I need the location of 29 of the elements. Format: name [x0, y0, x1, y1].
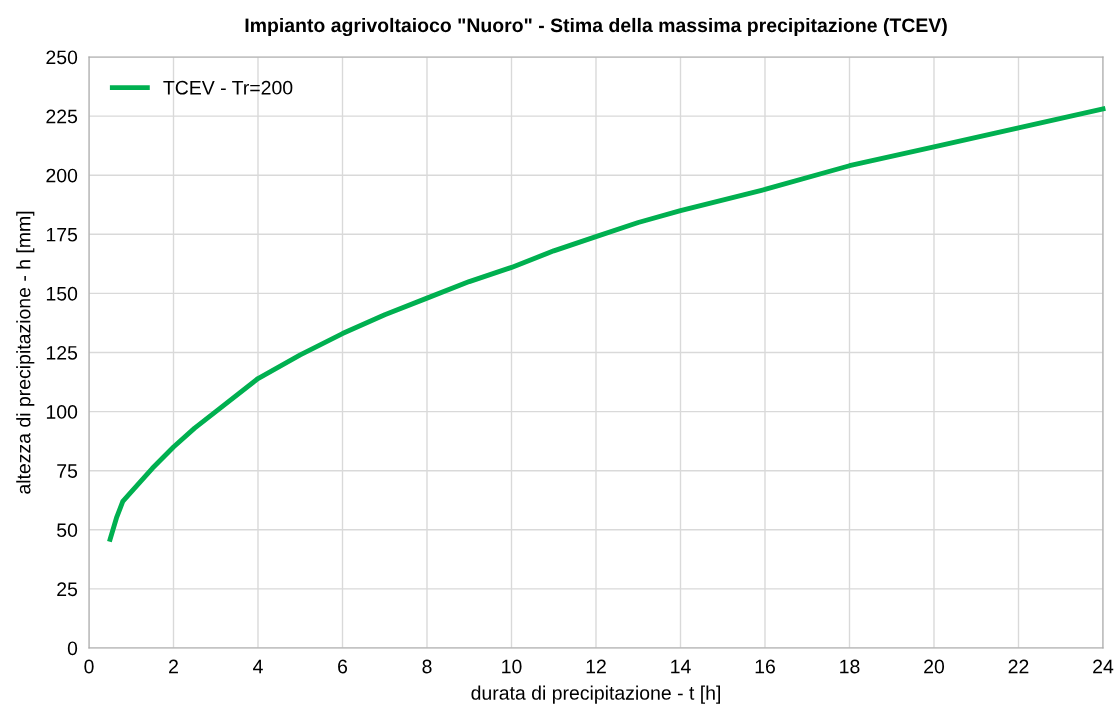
- x-tick-label: 0: [84, 659, 94, 674]
- y-tick-label: 25: [57, 582, 78, 597]
- x-tick-label: 18: [840, 659, 860, 674]
- y-axis-title: altezza di precipitazione - h [mm]: [16, 211, 35, 494]
- legend-label: TCEV - Tr=200: [163, 80, 293, 95]
- x-tick-label: 16: [755, 659, 775, 674]
- y-tick-label: 100: [46, 405, 78, 419]
- x-tick-label: 4: [253, 659, 263, 674]
- x-tick-label: 10: [502, 659, 522, 674]
- y-tick-label: 50: [57, 523, 78, 538]
- y-tick-label: 125: [46, 345, 78, 360]
- x-tick-label: 6: [338, 659, 348, 674]
- x-tick-label: 8: [422, 659, 432, 674]
- x-tick-label: 20: [924, 659, 945, 674]
- y-tick-label: 200: [46, 168, 78, 183]
- y-tick-label: 150: [46, 286, 78, 301]
- x-tick-label: 14: [671, 659, 691, 674]
- x-tick-label: 12: [586, 659, 606, 674]
- y-tick-label: 250: [46, 50, 78, 65]
- y-tick-label: 0: [67, 641, 78, 656]
- y-tick-label: 75: [57, 464, 78, 478]
- y-tick-label: 175: [46, 227, 78, 242]
- x-tick-label: 22: [1008, 659, 1029, 674]
- x-axis-title: durata di precipitazione - t [h]: [471, 685, 720, 704]
- x-tick-label: 24: [1093, 659, 1114, 674]
- line-series: [107, 106, 1106, 542]
- chart-title: Impianto agrivoltaioco "Nuoro" - Stima della massima precipitazione (TCEV): [245, 17, 947, 37]
- x-tick-label: 2: [169, 659, 178, 674]
- y-tick-label: 225: [46, 109, 78, 124]
